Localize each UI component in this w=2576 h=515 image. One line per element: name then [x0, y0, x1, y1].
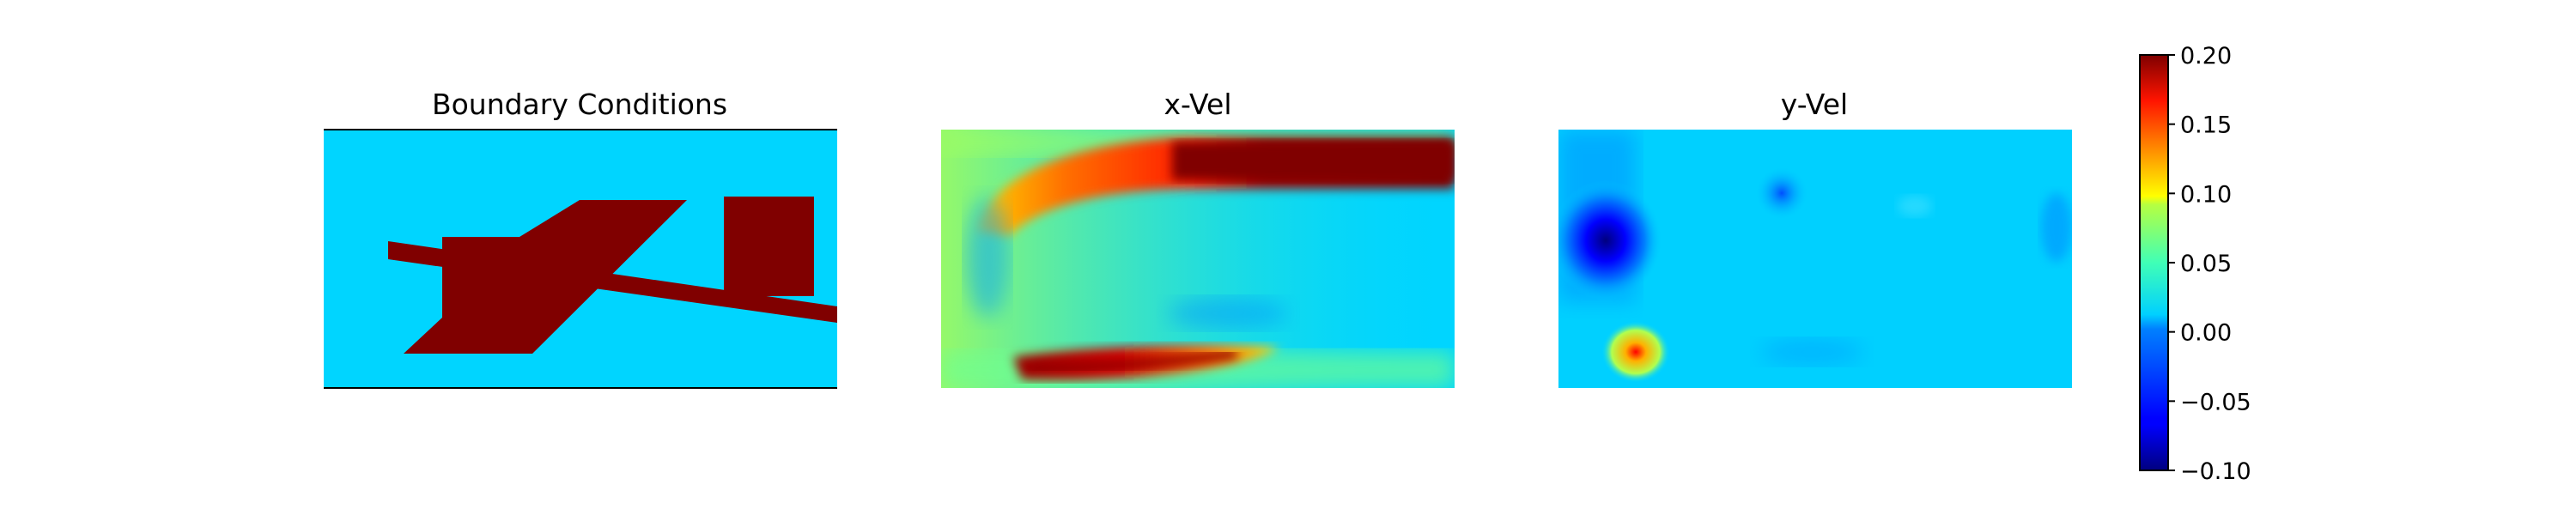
- heatmap-x-vel: [941, 130, 1455, 388]
- colorbar-tick-label: 0.15: [2180, 112, 2232, 139]
- colorbar: 0.20 0.15 0.10 0.05 0.00 −0.05 −0.10: [2139, 43, 2251, 485]
- panel-title-y-vel: y-Vel: [1780, 88, 1849, 121]
- heatmap-y-vel: [1558, 130, 2072, 388]
- panel-title-boundary-conditions: Boundary Conditions: [431, 88, 728, 121]
- colorbar-tick-label: 0.20: [2180, 43, 2232, 70]
- colorbar-tick-label: 0.00: [2180, 320, 2232, 347]
- colorbar-tick-label: −0.05: [2180, 389, 2251, 415]
- colorbar-tick-label: 0.05: [2180, 251, 2232, 277]
- heatmap-boundary-conditions: [324, 129, 837, 389]
- colorbar-tick-label: −0.10: [2180, 458, 2251, 485]
- panel-title-x-vel: x-Vel: [1163, 88, 1232, 121]
- colorbar-tick-label: 0.10: [2180, 181, 2232, 208]
- colorbar-ticks: 0.20 0.15 0.10 0.05 0.00 −0.05 −0.10: [2168, 43, 2251, 485]
